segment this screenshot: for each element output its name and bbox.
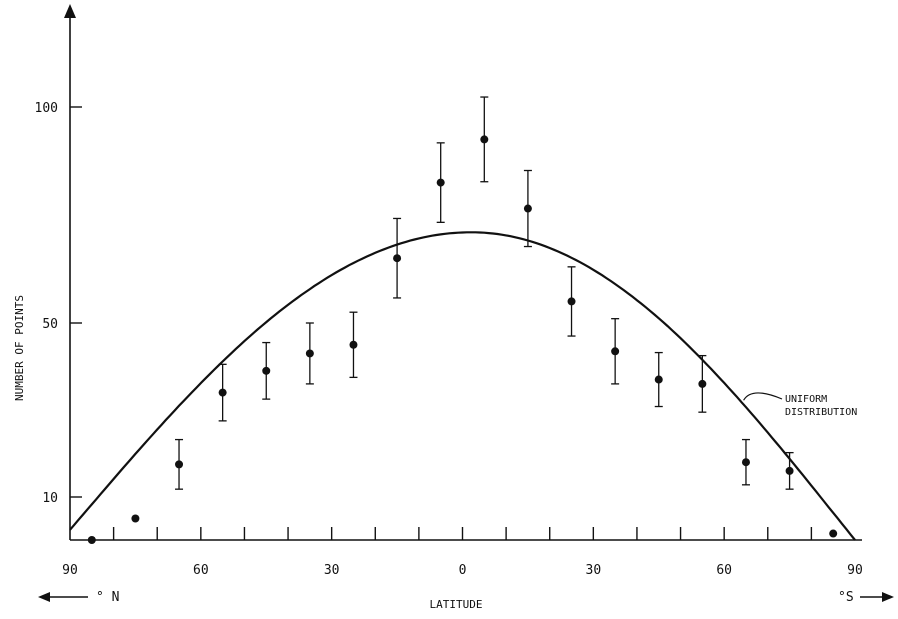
data-point: [741, 458, 750, 467]
data-point: [262, 366, 271, 375]
data-point: [131, 514, 140, 523]
data-point: [218, 388, 227, 397]
data-point: [175, 460, 184, 469]
data-point: [698, 379, 707, 388]
data-point: [393, 254, 402, 263]
data-point: [87, 536, 96, 544]
y-tick-label: 10: [42, 491, 58, 506]
data-point: [349, 340, 358, 349]
data-point: [654, 375, 663, 384]
data-point: [523, 204, 532, 213]
data-point: [785, 466, 794, 475]
x-axis-ticks: [112, 527, 813, 540]
data-points: [87, 96, 838, 544]
y-axis-tick-labels: 10 50 100: [35, 101, 58, 506]
data-point: [611, 347, 620, 356]
x-tick-label: 60: [716, 563, 732, 578]
y-axis-ticks: [70, 106, 82, 498]
uniform-distribution-curve: [69, 231, 856, 541]
data-point: [436, 178, 445, 187]
x-axis-title: LATITUDE: [430, 598, 483, 611]
y-axis-arrowhead: [64, 4, 76, 18]
y-tick-label: 50: [42, 317, 58, 332]
x-axis-tick-labels: 90 60 30 0 30 60 90: [62, 563, 863, 578]
x-tick-label: 30: [324, 563, 340, 578]
north-arrowhead-icon: [38, 592, 50, 602]
south-label: °S: [838, 590, 854, 605]
x-tick-label: 30: [586, 563, 602, 578]
annotation-leader-line: [743, 392, 783, 401]
y-axis-title: NUMBER OF POINTS: [13, 295, 26, 401]
annotation-line-2: DISTRIBUTION: [785, 407, 857, 418]
data-point: [567, 297, 576, 306]
x-tick-label: 90: [62, 563, 78, 578]
annotation-line-1: UNIFORM: [785, 394, 827, 405]
data-point: [829, 529, 838, 538]
x-tick-label: 0: [459, 563, 467, 578]
x-tick-label: 60: [193, 563, 209, 578]
x-tick-label: 90: [847, 563, 863, 578]
north-label: ° N: [96, 590, 119, 605]
data-point: [305, 349, 314, 358]
y-tick-label: 100: [35, 101, 58, 116]
south-arrowhead-icon: [882, 592, 894, 602]
data-point: [480, 135, 489, 144]
